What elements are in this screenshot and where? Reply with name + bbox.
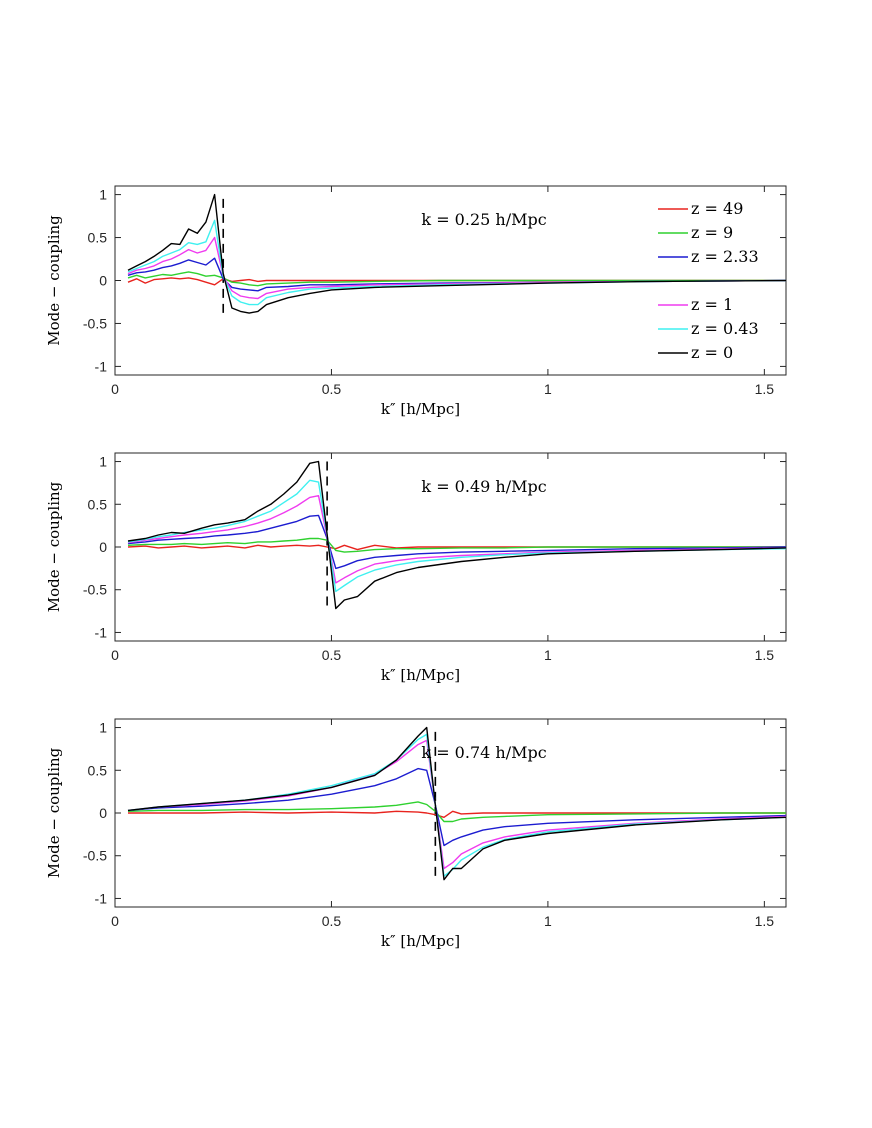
k-annotation: k = 0.49 h/Mpc bbox=[421, 477, 546, 496]
legend-entry-label: z = 0 bbox=[691, 343, 733, 362]
x-tick-label: 1.5 bbox=[755, 647, 775, 663]
y-tick-label: 0.5 bbox=[88, 496, 108, 512]
y-tick-label: 1 bbox=[99, 187, 107, 203]
legend-entry-label: z = 1 bbox=[691, 295, 733, 314]
x-tick-label: 1 bbox=[544, 913, 552, 929]
y-tick-label: 0 bbox=[99, 539, 107, 555]
series-line-z49 bbox=[128, 810, 786, 818]
series-line-z0-43 bbox=[127, 219, 787, 306]
series-line-z0-43 bbox=[127, 479, 787, 593]
y-axis-label: Mode − coupling bbox=[45, 481, 63, 612]
series-line-z49 bbox=[127, 277, 786, 286]
x-tick-label: 0 bbox=[111, 647, 119, 663]
y-tick-label: -1 bbox=[95, 358, 108, 374]
series-line-z49 bbox=[127, 544, 786, 551]
series-line-z2-33 bbox=[127, 767, 787, 847]
legend-entry-label: z = 0.43 bbox=[691, 319, 759, 338]
series-line-z2-33 bbox=[127, 257, 787, 292]
x-tick-label: 1.5 bbox=[755, 381, 775, 397]
y-tick-label: 0 bbox=[99, 273, 107, 289]
series-line-z0 bbox=[127, 460, 787, 610]
x-tick-label: 0 bbox=[111, 913, 119, 929]
legend: z = 49 z = 9 z = 2.33 z = 1 z = 0.43 z = 0 bbox=[658, 199, 759, 362]
y-tick-label: -0.5 bbox=[83, 315, 107, 331]
series-line-z0 bbox=[127, 726, 787, 881]
chart-panel-2: 0 0.5 1 1.5 -1 -0.5 0 0.5 1 k″ [h/Mpc] Mode − coup… bbox=[45, 452, 787, 684]
x-tick-label: 1 bbox=[544, 647, 552, 663]
x-tick-label: 0 bbox=[111, 381, 119, 397]
y-tick-label: -0.5 bbox=[83, 582, 107, 598]
y-tick-label: 0.5 bbox=[88, 230, 108, 246]
x-axis-label: k″ [h/Mpc] bbox=[381, 666, 460, 684]
x-tick-label: 1.5 bbox=[755, 913, 775, 929]
y-tick-label: 1 bbox=[99, 720, 107, 736]
x-tick-label: 0.5 bbox=[322, 381, 342, 397]
x-axis-label: k″ [h/Mpc] bbox=[381, 932, 460, 950]
series-line-z9 bbox=[127, 537, 786, 553]
x-tick-label: 0.5 bbox=[322, 647, 342, 663]
series-line-z9 bbox=[127, 271, 786, 287]
legend-entry-label: z = 9 bbox=[691, 223, 733, 242]
x-tick-label: 0.5 bbox=[322, 913, 342, 929]
chart-panel-3: 0 0.5 1 1.5 -1 -0.5 0 0.5 1 k″ [h/Mpc] Mode − coup… bbox=[45, 718, 787, 950]
k-annotation: k = 0.25 h/Mpc bbox=[421, 210, 546, 229]
series-line-z9 bbox=[127, 801, 786, 823]
legend-entry-label: z = 2.33 bbox=[691, 247, 759, 266]
x-tick-label: 1 bbox=[544, 381, 552, 397]
series-line-z1 bbox=[127, 236, 787, 300]
y-tick-label: 1 bbox=[99, 454, 107, 470]
k-annotation: k = 0.74 h/Mpc bbox=[421, 743, 546, 762]
y-tick-label: 0 bbox=[99, 805, 107, 821]
x-axis-label: k″ [h/Mpc] bbox=[381, 400, 460, 418]
y-axis-label: Mode − coupling bbox=[45, 215, 63, 346]
y-axis-label: Mode − coupling bbox=[45, 747, 63, 878]
series-line-z0 bbox=[127, 193, 787, 314]
y-tick-label: -1 bbox=[95, 624, 108, 640]
chart-panel-1: 0 0.5 1 1.5 -1 -0.5 0 0.5 1 k″ [h/Mpc] Mode − coup… bbox=[45, 185, 787, 418]
y-tick-label: -0.5 bbox=[83, 848, 107, 864]
series-line-z2-33 bbox=[127, 514, 787, 570]
legend-entry-label: z = 49 bbox=[691, 199, 743, 218]
series-line-z1 bbox=[127, 495, 787, 584]
y-tick-label: -1 bbox=[95, 890, 108, 906]
y-tick-label: 0.5 bbox=[88, 762, 108, 778]
